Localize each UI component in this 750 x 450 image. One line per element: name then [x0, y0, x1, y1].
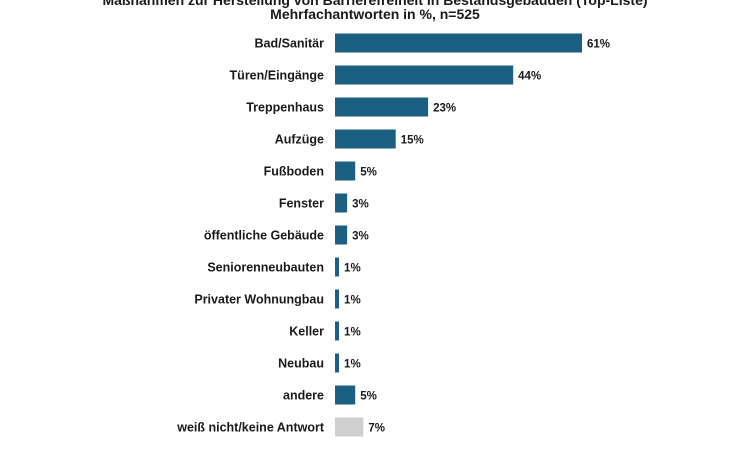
category-label-treppenhaus: Treppenhaus [246, 101, 324, 115]
bar-neubau [335, 353, 339, 373]
category-label-andere: andere [283, 389, 324, 403]
value-label-neubau: 1% [344, 359, 361, 371]
value-label-aufzuege: 15% [401, 135, 424, 147]
category-label-tueren-eingaenge: Türen/Eingänge [230, 69, 325, 83]
category-label-seniorenneubauten: Seniorenneubauten [207, 261, 324, 275]
category-label-fenster: Fenster [279, 197, 324, 211]
value-label-oeffentliche-gebaeude: 3% [352, 231, 369, 243]
value-label-privater-wohnungbau: 1% [344, 295, 361, 307]
chart-subtitle: Mehrfachantworten in %, n=525 [270, 6, 480, 22]
bar-privater-wohnungbau [335, 289, 339, 309]
bar-treppenhaus [335, 97, 429, 117]
bar-weiss-nicht-keine-antwort [335, 417, 364, 437]
bar-keller [335, 321, 339, 341]
value-label-keller: 1% [344, 327, 361, 339]
category-label-weiss-nicht-keine-antwort: weiß nicht/keine Antwort [176, 421, 325, 435]
value-label-treppenhaus: 23% [433, 103, 456, 115]
value-label-fenster: 3% [352, 199, 369, 211]
value-label-seniorenneubauten: 1% [344, 263, 361, 275]
bar-fenster [335, 193, 348, 213]
bar-aufzuege [335, 129, 396, 149]
chart-title: Maßnahmen zur Herstellung von Barrierefr… [102, 0, 648, 8]
category-label-fussboden: Fußboden [264, 165, 324, 179]
bar-andere [335, 385, 356, 405]
bar-tueren-eingaenge [335, 65, 514, 85]
value-label-bad-sanitaer: 61% [587, 39, 610, 51]
value-label-fussboden: 5% [360, 167, 377, 179]
bar-bad-sanitaer [335, 33, 582, 53]
bar-oeffentliche-gebaeude [335, 225, 348, 245]
value-label-weiss-nicht-keine-antwort: 7% [368, 423, 385, 435]
category-label-neubau: Neubau [278, 357, 324, 371]
category-label-oeffentliche-gebaeude: öffentliche Gebäude [204, 229, 324, 243]
value-label-andere: 5% [360, 391, 377, 403]
category-label-privater-wohnungbau: Privater Wohnungbau [194, 293, 324, 307]
value-label-tueren-eingaenge: 44% [518, 71, 541, 83]
category-label-bad-sanitaer: Bad/Sanitär [255, 37, 325, 51]
bar-fussboden [335, 161, 356, 181]
category-label-aufzuege: Aufzüge [275, 133, 324, 147]
bar-seniorenneubauten [335, 257, 339, 277]
category-label-keller: Keller [289, 325, 324, 339]
